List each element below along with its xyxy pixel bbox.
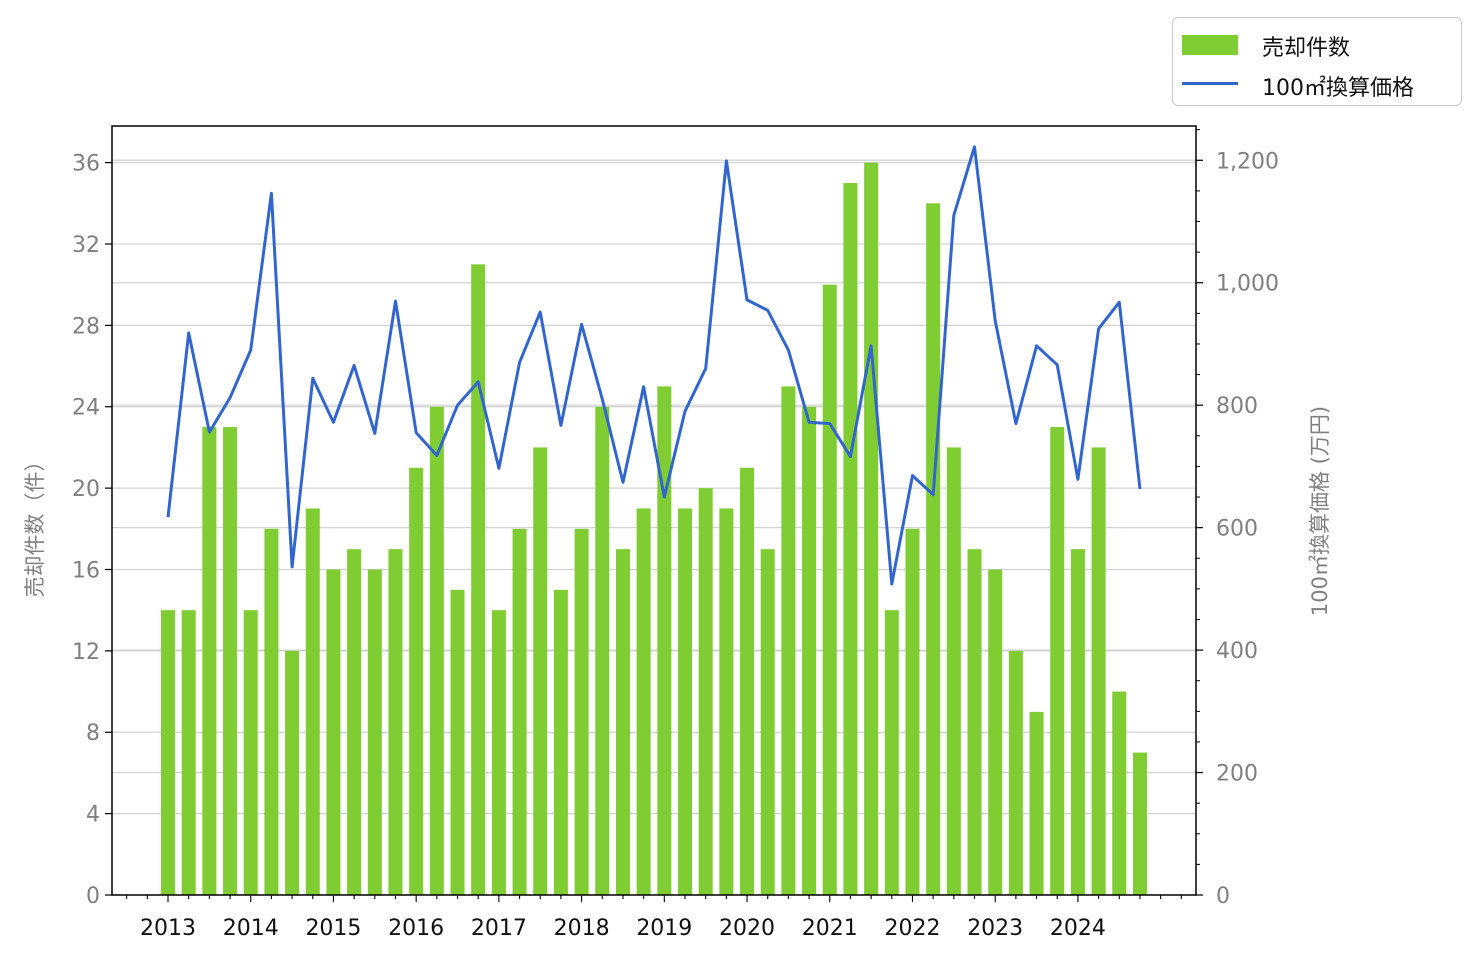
x-tick-label: 2016 [388, 916, 444, 941]
left-tick-label: 0 [86, 884, 100, 909]
bar [802, 407, 816, 895]
left-tick-label: 4 [86, 803, 100, 828]
x-tick-label: 2022 [884, 916, 940, 941]
right-tick-label: 200 [1216, 762, 1258, 787]
bar [885, 610, 899, 895]
bar [988, 569, 1002, 895]
right-tick-label: 1,000 [1216, 272, 1279, 297]
left-tick-label: 12 [72, 640, 100, 665]
bar [1133, 753, 1147, 895]
bar [843, 183, 857, 895]
bar [347, 549, 361, 895]
bar [823, 285, 837, 895]
bar [719, 508, 733, 895]
bar [306, 508, 320, 895]
bar [554, 590, 568, 895]
bar [1112, 692, 1126, 895]
right-tick-label: 600 [1216, 517, 1258, 542]
bar [471, 264, 485, 895]
bar [533, 447, 547, 895]
bar [595, 407, 609, 895]
bar [409, 468, 423, 895]
bar [326, 569, 340, 895]
x-tick-label: 2017 [471, 916, 527, 941]
bar [761, 549, 775, 895]
bar [451, 590, 465, 895]
right-tick-label: 1,200 [1216, 149, 1279, 174]
bar [657, 386, 671, 895]
left-tick-label: 8 [86, 721, 100, 746]
bar [637, 508, 651, 895]
bar [513, 529, 527, 895]
left-tick-label: 32 [72, 233, 100, 258]
legend-line-swatch [1182, 82, 1238, 85]
left-axis-label: 売却件数（件） [23, 451, 47, 598]
right-tick-label: 0 [1216, 884, 1230, 909]
bar [264, 529, 278, 895]
bar [182, 610, 196, 895]
left-tick-label: 36 [72, 152, 100, 177]
legend: 売却件数 100㎡換算価格 [1172, 17, 1462, 106]
x-tick-label: 2019 [636, 916, 692, 941]
bar [1050, 427, 1064, 895]
bar [1009, 651, 1023, 895]
x-tick-label: 2024 [1050, 916, 1106, 941]
left-tick-label: 20 [72, 477, 100, 502]
bar [699, 488, 713, 895]
bar [678, 508, 692, 895]
bar [740, 468, 754, 895]
bar [368, 569, 382, 895]
bar [223, 427, 237, 895]
bar [430, 407, 444, 895]
legend-bar-label: 売却件数 [1262, 30, 1350, 62]
right-tick-label: 400 [1216, 639, 1258, 664]
x-tick-label: 2023 [967, 916, 1023, 941]
x-tick-label: 2018 [554, 916, 610, 941]
bar [1071, 549, 1085, 895]
bar-series [161, 163, 1147, 895]
bar [1030, 712, 1044, 895]
bar [161, 610, 175, 895]
bar [388, 549, 402, 895]
bar [926, 203, 940, 895]
left-tick-label: 24 [72, 396, 100, 421]
legend-item-bar: 売却件数 [1173, 26, 1461, 60]
bar [947, 447, 961, 895]
right-tick-label: 800 [1216, 394, 1258, 419]
x-tick-label: 2021 [802, 916, 858, 941]
bar [864, 163, 878, 895]
bar [781, 386, 795, 895]
bar [202, 427, 216, 895]
left-tick-label: 16 [72, 558, 100, 583]
x-tick-label: 2020 [719, 916, 775, 941]
bar [1092, 447, 1106, 895]
legend-item-line: 100㎡換算価格 [1173, 66, 1461, 100]
bar [492, 610, 506, 895]
bar [285, 651, 299, 895]
bar [244, 610, 258, 895]
right-axis-label: 100㎡換算価格 (万円) [1308, 406, 1332, 616]
bar [968, 549, 982, 895]
bar [575, 529, 589, 895]
left-tick-label: 28 [72, 314, 100, 339]
legend-line-label: 100㎡換算価格 [1262, 70, 1414, 102]
bar [616, 549, 630, 895]
legend-bar-swatch [1182, 35, 1238, 55]
x-tick-label: 2015 [305, 916, 361, 941]
x-tick-label: 2013 [140, 916, 196, 941]
bar [905, 529, 919, 895]
x-tick-label: 2014 [223, 916, 279, 941]
